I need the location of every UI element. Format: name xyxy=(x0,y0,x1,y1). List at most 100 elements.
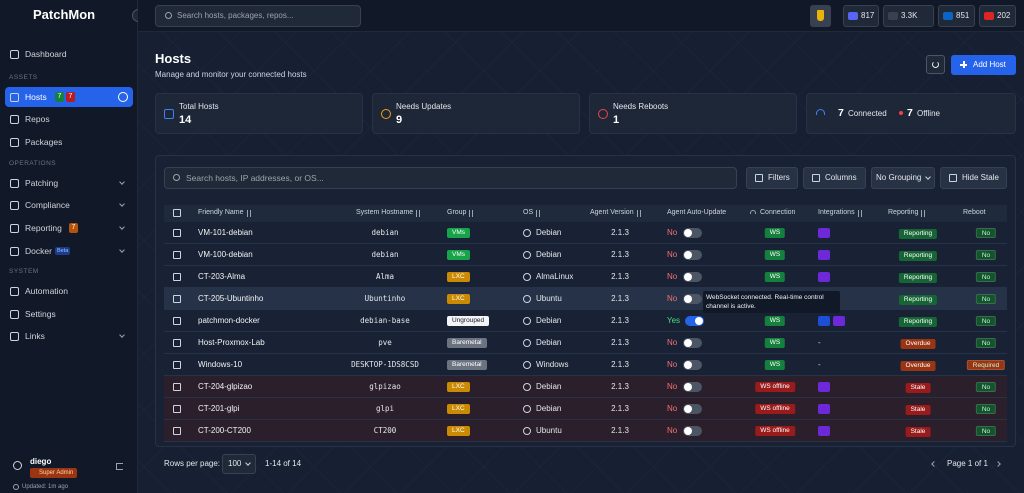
auto-update-toggle[interactable] xyxy=(683,250,702,260)
host-name[interactable]: VM-100-debian xyxy=(198,250,253,259)
auto-update-state: No xyxy=(667,338,678,347)
column-header[interactable]: Agent Version xyxy=(590,209,634,216)
nav-label[interactable]: Compliance xyxy=(25,200,70,210)
auto-update-toggle[interactable] xyxy=(683,360,702,370)
host-name[interactable]: CT-205-Ubuntinho xyxy=(198,294,264,303)
row-checkbox[interactable] xyxy=(173,361,181,369)
row-checkbox[interactable] xyxy=(173,405,181,413)
stat-label: Needs Updates xyxy=(396,102,452,111)
nav-label[interactable]: Repos xyxy=(25,114,50,124)
column-header: Agent Auto-Update xyxy=(667,209,727,216)
auto-update-toggle[interactable] xyxy=(683,382,702,392)
toolbar-label: Columns xyxy=(825,173,857,182)
table-row[interactable] xyxy=(164,222,1007,244)
auto-update-toggle[interactable] xyxy=(683,338,702,348)
integration-icon[interactable] xyxy=(818,382,830,392)
integration-icon[interactable] xyxy=(818,426,830,436)
social-badge[interactable] xyxy=(843,5,879,27)
auto-update-toggle[interactable] xyxy=(685,316,704,326)
integration-icon[interactable] xyxy=(818,250,830,260)
group-badge: LXC xyxy=(447,426,470,436)
table-row[interactable] xyxy=(164,398,1007,420)
nav-label[interactable]: Links xyxy=(25,331,45,341)
row-checkbox[interactable] xyxy=(173,427,181,435)
nav-label[interactable]: Hosts xyxy=(25,92,47,102)
host-search[interactable] xyxy=(164,167,737,189)
agent-version: 2.1.3 xyxy=(611,426,629,435)
page-size: 100 xyxy=(228,459,242,468)
nav-badge: 7 xyxy=(55,92,64,102)
column-header[interactable]: Group xyxy=(447,209,467,216)
nav-label[interactable]: Dashboard xyxy=(25,49,67,59)
integration-icon[interactable] xyxy=(833,316,845,326)
social-badge[interactable] xyxy=(938,5,975,27)
user-avatar xyxy=(13,461,22,470)
host-name[interactable]: CT-203-Alma xyxy=(198,272,246,281)
column-header[interactable]: Integrations xyxy=(818,209,855,216)
table-row[interactable] xyxy=(164,310,1007,332)
column-header[interactable]: OS xyxy=(523,209,534,216)
stat-card xyxy=(372,93,580,134)
auto-update-toggle[interactable] xyxy=(683,272,702,282)
host-name[interactable]: CT-201-glpi xyxy=(198,404,240,413)
column-header[interactable]: Reporting xyxy=(888,209,919,216)
host-name[interactable]: Host-Proxmox-Lab xyxy=(198,338,265,347)
nav-label[interactable]: Docker xyxy=(25,246,52,256)
nav-label[interactable]: Automation xyxy=(25,286,68,296)
header-checkbox[interactable] xyxy=(173,209,181,217)
toolbar-button[interactable] xyxy=(871,167,935,189)
auto-update-toggle[interactable] xyxy=(683,426,702,436)
host-name[interactable]: VM-101-debian xyxy=(198,228,253,237)
stat-icon xyxy=(381,109,391,119)
page-size-select[interactable] xyxy=(222,454,256,474)
table-row[interactable] xyxy=(164,244,1007,266)
table-row[interactable] xyxy=(164,420,1007,442)
host-name[interactable]: Windows-10 xyxy=(198,360,243,369)
toolbar-button[interactable] xyxy=(746,167,798,189)
row-checkbox[interactable] xyxy=(173,295,181,303)
reboot-badge: No xyxy=(975,272,997,282)
table-row[interactable] xyxy=(164,332,1007,354)
nav-section: SYSTEM xyxy=(9,268,39,275)
table-row[interactable] xyxy=(164,266,1007,288)
auto-update-toggle[interactable] xyxy=(683,228,702,238)
row-checkbox[interactable] xyxy=(173,383,181,391)
host-name[interactable]: patchmon-docker xyxy=(198,316,260,325)
auto-update-toggle[interactable] xyxy=(683,404,702,414)
integration-icon[interactable] xyxy=(818,272,830,282)
stat-value: 1 xyxy=(613,114,620,126)
row-checkbox[interactable] xyxy=(173,251,181,259)
table-row[interactable] xyxy=(164,376,1007,398)
offline-dot xyxy=(899,111,903,115)
agent-version: 2.1.3 xyxy=(611,316,629,325)
table-row[interactable] xyxy=(164,354,1007,376)
auto-update-toggle[interactable] xyxy=(683,294,702,304)
host-name[interactable]: CT-204-glpizao xyxy=(198,382,253,391)
integration-icon[interactable] xyxy=(818,316,830,326)
nav-label[interactable]: Packages xyxy=(25,137,63,147)
nav-label[interactable]: Settings xyxy=(25,309,56,319)
nav-label[interactable]: Reporting xyxy=(25,223,62,233)
social-badge[interactable] xyxy=(883,5,934,27)
toolbar-button[interactable] xyxy=(940,167,1007,189)
social-badge[interactable] xyxy=(979,5,1016,27)
add-host-button[interactable] xyxy=(951,55,1016,75)
connection-badge: WS offline xyxy=(755,404,795,414)
integration-icon[interactable] xyxy=(818,228,830,238)
row-checkbox[interactable] xyxy=(173,317,181,325)
nav-icon xyxy=(10,201,19,210)
global-search[interactable] xyxy=(155,5,361,27)
nav-add[interactable] xyxy=(118,92,128,102)
stat-label: Needs Reboots xyxy=(613,102,669,111)
toolbar-icon xyxy=(755,174,763,182)
toolbar-button[interactable] xyxy=(803,167,866,189)
nav-label[interactable]: Patching xyxy=(25,178,59,188)
integration-icon[interactable] xyxy=(818,404,830,414)
row-checkbox[interactable] xyxy=(173,273,181,281)
column-header[interactable]: System Hostname xyxy=(356,209,414,216)
host-name[interactable]: CT-200-CT200 xyxy=(198,426,251,435)
row-checkbox[interactable] xyxy=(173,229,181,237)
column-header[interactable]: Friendly Name xyxy=(198,209,244,216)
row-checkbox[interactable] xyxy=(173,339,181,347)
